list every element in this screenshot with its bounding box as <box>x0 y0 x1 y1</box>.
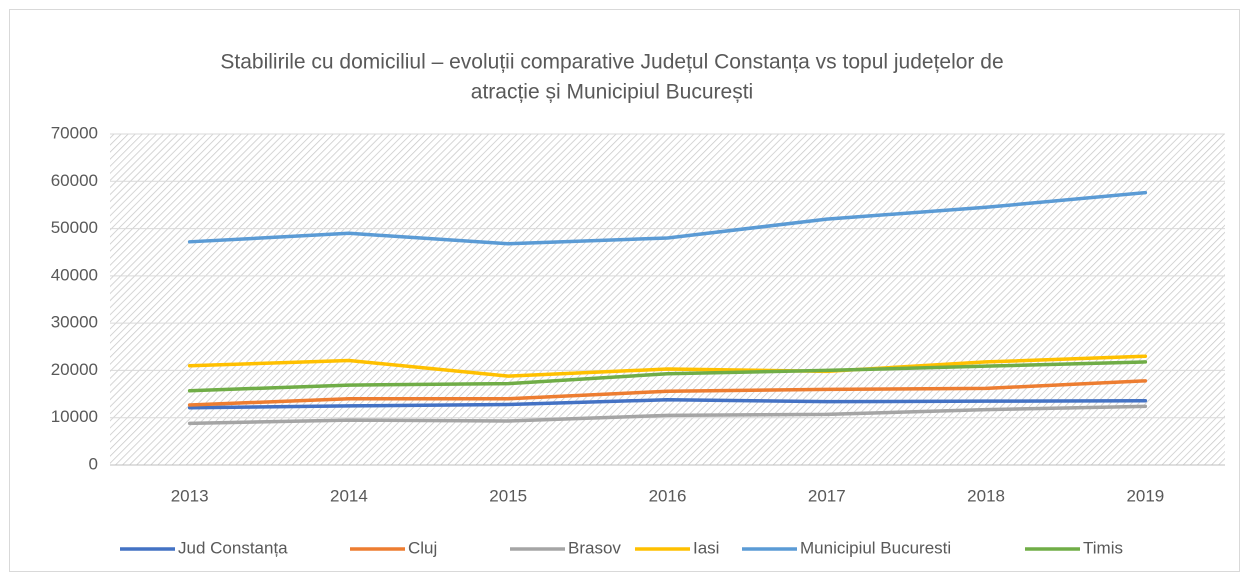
y-tick-label: 70000 <box>51 123 98 142</box>
chart-title: atracție și Municipiul București <box>471 81 753 104</box>
x-tick-label: 2013 <box>171 486 209 505</box>
x-tick-label: 2016 <box>649 486 687 505</box>
x-tick-label: 2014 <box>330 486 368 505</box>
series-line <box>187 360 1148 393</box>
series-line <box>187 397 1148 410</box>
y-tick-label: 0 <box>89 454 98 473</box>
series-line <box>187 354 1148 378</box>
x-tick-label: 2015 <box>489 486 527 505</box>
y-tick-label: 10000 <box>51 407 98 426</box>
legend-label: Jud Constanța <box>178 538 288 557</box>
y-tick-label: 30000 <box>51 313 98 332</box>
y-tick-label: 50000 <box>51 218 98 237</box>
series-line <box>187 379 1148 407</box>
legend-label: Timis <box>1083 538 1123 557</box>
chart-title: Stabilirile cu domiciliul – evoluții com… <box>220 51 1003 74</box>
series-line <box>187 190 1148 246</box>
series-line <box>187 404 1148 426</box>
x-tick-label: 2019 <box>1126 486 1164 505</box>
legend-label: Iasi <box>693 538 719 557</box>
y-tick-label: 60000 <box>51 171 98 190</box>
x-tick-label: 2018 <box>967 486 1005 505</box>
x-tick-label: 2017 <box>808 486 846 505</box>
legend-label: Cluj <box>408 538 437 557</box>
y-tick-label: 20000 <box>51 360 98 379</box>
y-tick-label: 40000 <box>51 265 98 284</box>
legend-label: Municipiul Bucuresti <box>800 538 951 557</box>
legend-label: Brasov <box>568 538 621 557</box>
